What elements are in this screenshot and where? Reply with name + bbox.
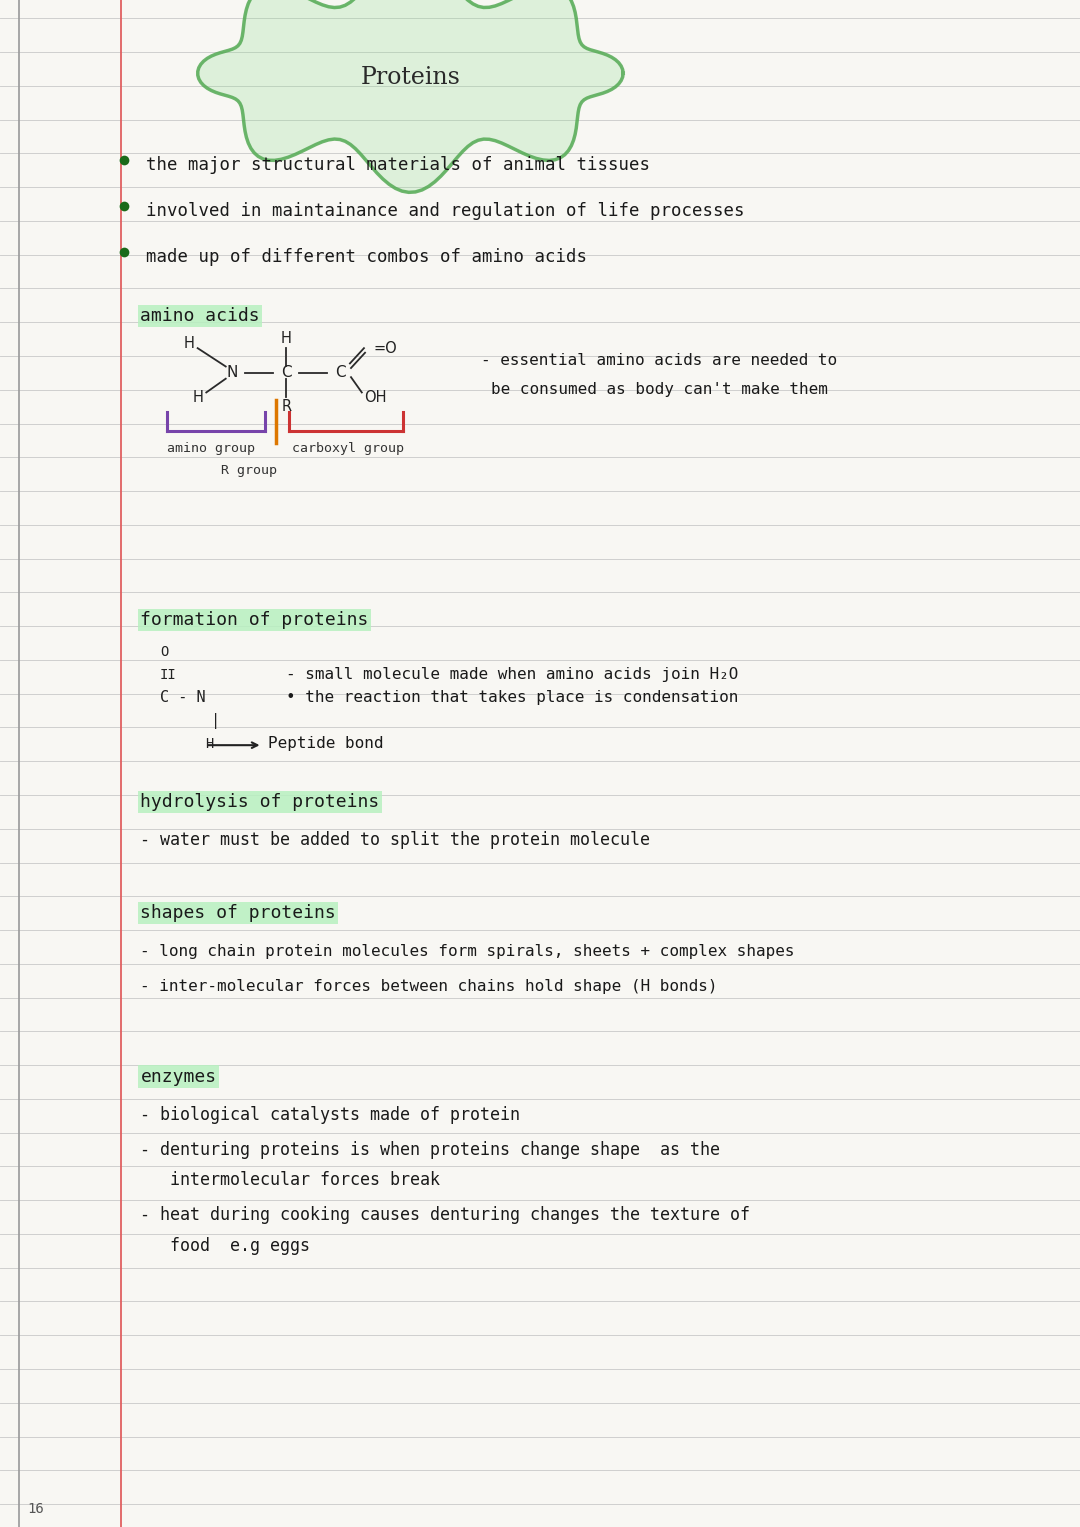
Text: O: O — [160, 644, 168, 660]
Text: formation of proteins: formation of proteins — [140, 611, 368, 629]
Text: C - N: C - N — [160, 690, 205, 705]
Text: - denturing proteins is when proteins change shape  as the: - denturing proteins is when proteins ch… — [140, 1141, 720, 1159]
Text: involved in maintainance and regulation of life processes: involved in maintainance and regulation … — [146, 202, 744, 220]
Text: Proteins: Proteins — [361, 66, 460, 90]
Text: N: N — [227, 365, 238, 380]
Text: the major structural materials of animal tissues: the major structural materials of animal… — [146, 156, 650, 174]
Text: enzymes: enzymes — [140, 1067, 216, 1086]
Text: - inter-molecular forces between chains hold shape (H bonds): - inter-molecular forces between chains … — [140, 979, 718, 994]
Text: R group: R group — [221, 464, 278, 476]
Text: |: | — [211, 713, 219, 728]
Text: OH: OH — [365, 389, 387, 405]
Text: amino acids: amino acids — [140, 307, 260, 325]
Text: - small molecule made when amino acids join H₂O: - small molecule made when amino acids j… — [286, 667, 739, 683]
Text: II: II — [160, 667, 177, 683]
Text: • the reaction that takes place is condensation: • the reaction that takes place is conde… — [286, 690, 739, 705]
Text: hydrolysis of proteins: hydrolysis of proteins — [140, 793, 380, 811]
Text: - essential amino acids are needed to: - essential amino acids are needed to — [481, 353, 837, 368]
Text: C: C — [281, 365, 292, 380]
Text: H: H — [205, 736, 214, 751]
Text: made up of different combos of amino acids: made up of different combos of amino aci… — [146, 247, 586, 266]
Text: H: H — [281, 331, 292, 347]
Text: Peptide bond: Peptide bond — [268, 736, 383, 751]
Text: H: H — [184, 336, 194, 351]
Text: - long chain protein molecules form spirals, sheets + complex shapes: - long chain protein molecules form spir… — [140, 944, 795, 959]
Text: amino group: amino group — [167, 443, 255, 455]
Text: R: R — [281, 399, 292, 414]
Polygon shape — [198, 0, 623, 192]
Text: shapes of proteins: shapes of proteins — [140, 904, 336, 922]
Text: - heat during cooking causes denturing changes the texture of: - heat during cooking causes denturing c… — [140, 1206, 751, 1225]
Text: be consumed as body can't make them: be consumed as body can't make them — [491, 382, 828, 397]
Text: - biological catalysts made of protein: - biological catalysts made of protein — [140, 1106, 521, 1124]
Text: C: C — [335, 365, 346, 380]
Text: - water must be added to split the protein molecule: - water must be added to split the prote… — [140, 831, 650, 849]
Text: H: H — [192, 389, 203, 405]
Text: carboxyl group: carboxyl group — [292, 443, 404, 455]
Text: food  e.g eggs: food e.g eggs — [140, 1237, 310, 1255]
Text: =O: =O — [374, 341, 397, 356]
Text: 16: 16 — [27, 1501, 44, 1516]
Text: intermolecular forces break: intermolecular forces break — [140, 1171, 441, 1190]
